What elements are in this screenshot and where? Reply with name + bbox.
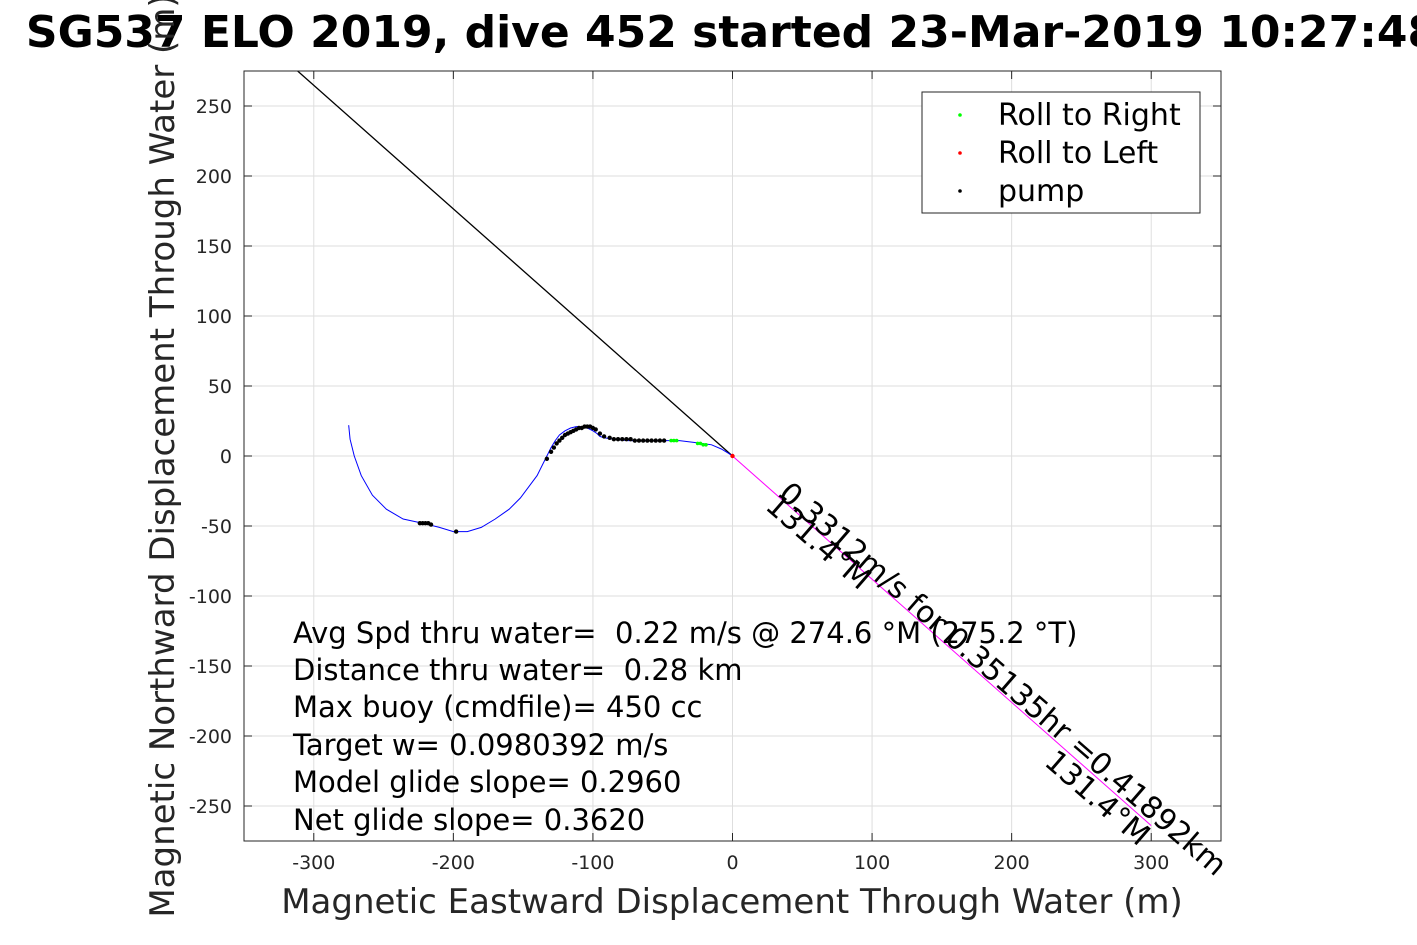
y-tick-label: 150 bbox=[196, 236, 232, 258]
roll-right-point bbox=[704, 443, 708, 447]
y-tick-label: -150 bbox=[189, 656, 232, 678]
annotation-target-w: Target w= 0.0980392 m/s bbox=[292, 728, 668, 762]
pump-point bbox=[628, 437, 633, 442]
annotation-avg-speed: Avg Spd thru water= 0.22 m/s @ 274.6 °M … bbox=[293, 616, 1077, 650]
stats-annotation: Avg Spd thru water= 0.22 m/s @ 274.6 °M … bbox=[292, 616, 1077, 837]
pump-point bbox=[624, 437, 629, 442]
axis-ticks bbox=[244, 71, 1221, 841]
y-tick-label: 100 bbox=[196, 306, 232, 328]
pump-point bbox=[640, 438, 646, 443]
pump-point bbox=[620, 437, 625, 442]
pump-point bbox=[649, 438, 654, 443]
bearing-reference-line bbox=[296, 71, 733, 457]
annotation-max-buoy: Max buoy (cmdfile)= 450 cc bbox=[293, 690, 702, 724]
annotation-net-glide: Net glide slope= 0.3620 bbox=[293, 803, 645, 837]
y-tick-label: -50 bbox=[201, 516, 232, 538]
grid-lines bbox=[244, 71, 1221, 841]
x-axis-label: Magnetic Eastward Displacement Through W… bbox=[281, 882, 1183, 922]
legend: Roll to Right Roll to Left pump bbox=[921, 91, 1201, 214]
pump-point bbox=[453, 529, 459, 534]
y-axis-label: Magnetic Northward Displacement Through … bbox=[143, 0, 183, 918]
pump-point bbox=[615, 437, 621, 442]
tick-labels: -300 -200 -100 0 100 200 300 250 200 150 100 50 0 -50… bbox=[189, 96, 1169, 874]
legend-marker-roll-left bbox=[958, 151, 962, 155]
x-tick-label: 0 bbox=[726, 852, 738, 874]
y-tick-label: 200 bbox=[196, 166, 232, 188]
x-tick-label: 200 bbox=[994, 852, 1030, 874]
pump-point bbox=[597, 431, 603, 436]
pump-point bbox=[428, 522, 434, 527]
y-tick-label: -100 bbox=[189, 586, 232, 608]
roll-right-point bbox=[698, 441, 703, 446]
x-tick-label: 300 bbox=[1133, 852, 1169, 874]
annotation-distance: Distance thru water= 0.28 km bbox=[293, 653, 743, 687]
net-displacement-line bbox=[732, 455, 1152, 826]
pump-point bbox=[548, 449, 554, 454]
y-tick-label: 0 bbox=[220, 446, 232, 468]
pump-point bbox=[544, 456, 550, 461]
pump-point bbox=[611, 437, 617, 442]
pump-point bbox=[551, 445, 557, 450]
roll-right-point bbox=[695, 441, 700, 446]
roll-right-point bbox=[701, 443, 705, 447]
x-tick-label: -100 bbox=[571, 852, 614, 874]
x-tick-label: -300 bbox=[292, 852, 335, 874]
chart-title: SG537 ELO 2019, dive 452 started 23-Mar-… bbox=[26, 7, 1417, 58]
legend-box bbox=[921, 91, 1201, 214]
pump-point bbox=[645, 438, 650, 443]
pump-point bbox=[632, 438, 637, 443]
pump-point bbox=[607, 435, 612, 440]
pump-point bbox=[560, 435, 565, 440]
pump-point bbox=[557, 438, 562, 443]
y-tick-label: -200 bbox=[189, 726, 232, 748]
y-tick-label: -250 bbox=[189, 796, 232, 818]
pump-point bbox=[601, 434, 607, 439]
pump-point bbox=[657, 438, 663, 443]
pump-point bbox=[593, 427, 598, 432]
legend-label-roll-right: Roll to Right bbox=[998, 98, 1181, 133]
pump-point bbox=[554, 441, 559, 446]
annotation-model-glide: Model glide slope= 0.2960 bbox=[293, 765, 681, 799]
roll-right-point bbox=[669, 438, 673, 443]
y-tick-label: 50 bbox=[208, 376, 232, 398]
data-layer bbox=[296, 71, 1152, 826]
legend-marker-roll-right bbox=[958, 113, 962, 117]
roll-right-point bbox=[674, 438, 679, 443]
pump-point bbox=[653, 438, 658, 443]
plot-frame bbox=[243, 70, 1222, 842]
y-tick-label: 250 bbox=[196, 96, 232, 118]
roll-left-point bbox=[730, 453, 735, 459]
x-tick-label: -200 bbox=[432, 852, 475, 874]
x-tick-label: 100 bbox=[854, 852, 890, 874]
roll-right-point bbox=[672, 438, 676, 443]
legend-label-pump: pump bbox=[998, 174, 1084, 209]
pump-point bbox=[636, 438, 642, 443]
legend-label-roll-left: Roll to Left bbox=[998, 136, 1158, 171]
pump-point bbox=[661, 438, 667, 443]
legend-marker-pump bbox=[958, 189, 962, 193]
